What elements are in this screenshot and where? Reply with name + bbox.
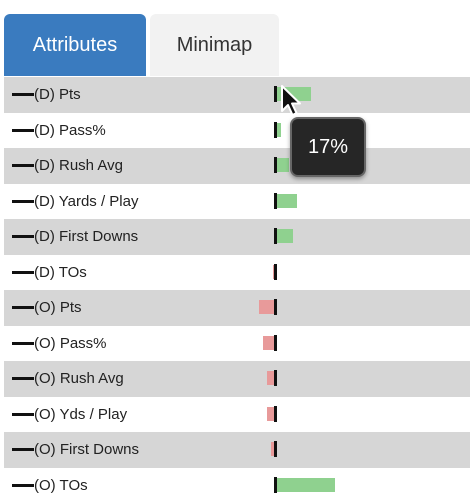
attribute-row[interactable]: (O) Rush Avg xyxy=(4,361,470,397)
attribute-row[interactable]: (D) Pass% xyxy=(4,113,470,149)
attribute-row[interactable]: (D) Yards / Play xyxy=(4,184,470,220)
value-bar[interactable] xyxy=(277,478,335,492)
attribute-label: (O) First Downs xyxy=(34,432,139,468)
value-bar[interactable] xyxy=(277,158,289,172)
attribute-label: (O) Yds / Play xyxy=(34,397,127,433)
value-bar[interactable] xyxy=(277,229,293,243)
attribute-row[interactable]: (O) First Downs xyxy=(4,432,470,468)
tab-minimap[interactable]: Minimap xyxy=(150,14,279,76)
dash-icon xyxy=(12,271,34,274)
dash-icon xyxy=(12,235,34,238)
zero-line xyxy=(274,193,277,209)
attribute-label: (D) Rush Avg xyxy=(34,148,123,184)
dash-icon xyxy=(12,413,34,416)
attribute-row[interactable]: (O) TOs xyxy=(4,468,470,503)
attribute-list: (D) Pts (D) Pass% (D) Rush Avg (D) Yards… xyxy=(4,77,470,503)
zero-line xyxy=(274,86,277,102)
attribute-label: (D) Pts xyxy=(34,77,81,113)
attribute-label: (D) First Downs xyxy=(34,219,138,255)
attribute-row[interactable]: (O) Pass% xyxy=(4,326,470,362)
dash-icon xyxy=(12,164,34,167)
value-bar[interactable] xyxy=(277,123,281,137)
mouse-pointer-icon xyxy=(280,84,306,120)
attribute-label: (D) Yards / Play xyxy=(34,184,138,220)
attribute-row[interactable]: (D) Pts xyxy=(4,77,470,113)
attribute-row[interactable]: (D) TOs xyxy=(4,255,470,291)
zero-line xyxy=(274,299,277,315)
dash-icon xyxy=(12,306,34,309)
dash-icon xyxy=(12,377,34,380)
zero-line xyxy=(274,441,277,457)
dash-icon xyxy=(12,129,34,132)
dash-icon xyxy=(12,484,34,487)
zero-line xyxy=(274,335,277,351)
tab-attributes[interactable]: Attributes xyxy=(4,14,146,76)
dash-icon xyxy=(12,342,34,345)
attribute-label: (O) Rush Avg xyxy=(34,361,124,397)
attribute-row[interactable]: (D) Rush Avg xyxy=(4,148,470,184)
dash-icon xyxy=(12,200,34,203)
value-bar[interactable] xyxy=(277,194,297,208)
attribute-row[interactable]: (O) Pts xyxy=(4,290,470,326)
value-tooltip: 17% xyxy=(290,117,366,177)
attribute-label: (O) Pts xyxy=(34,290,82,326)
attribute-label: (O) TOs xyxy=(34,468,88,503)
attribute-row[interactable]: (D) First Downs xyxy=(4,219,470,255)
zero-line xyxy=(274,157,277,173)
attribute-label: (D) TOs xyxy=(34,255,87,291)
zero-line xyxy=(274,477,277,493)
dash-icon xyxy=(12,93,34,96)
attribute-label: (O) Pass% xyxy=(34,326,107,362)
dash-icon xyxy=(12,448,34,451)
zero-line xyxy=(274,406,277,422)
zero-line xyxy=(274,228,277,244)
zero-line xyxy=(274,370,277,386)
zero-line xyxy=(274,122,277,138)
zero-line xyxy=(274,264,277,280)
tab-bar: Attributes Minimap xyxy=(0,0,474,77)
attribute-row[interactable]: (O) Yds / Play xyxy=(4,397,470,433)
attribute-label: (D) Pass% xyxy=(34,113,106,149)
